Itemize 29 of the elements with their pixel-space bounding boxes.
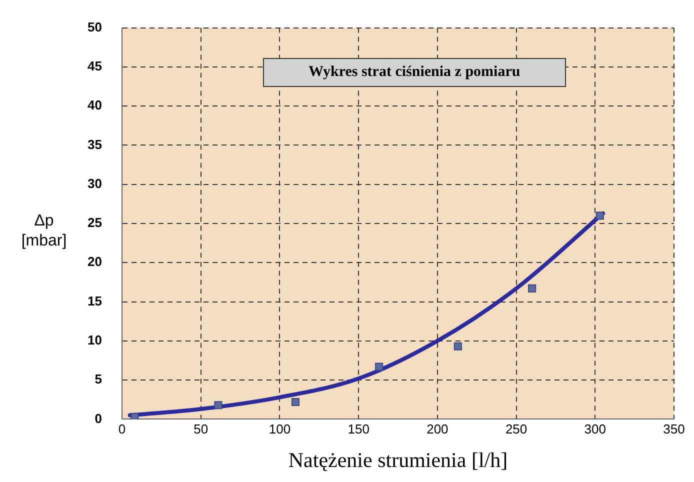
y-tick-label: 45 [88,58,102,74]
x-tick-label: 100 [268,422,291,437]
y-tick-label: 0 [94,410,102,426]
y-tick-label: 25 [88,215,102,230]
y-tick-label: 30 [88,176,102,191]
y-axis-title: Δp [mbar] [21,212,67,250]
y-tick-label: 20 [88,254,102,270]
title-frame: Wykres strat ciśnienia z pomiaru [262,58,566,87]
point [291,398,300,406]
y-tick-label: 50 [88,19,102,34]
point [528,284,536,293]
y-tick-label: 5 [94,372,102,387]
point [130,412,139,420]
y-tick-label: 40 [88,98,102,113]
x-tick-label: 150 [348,422,370,437]
point [596,212,604,220]
x-tick-label: 250 [505,422,528,437]
x-tick-label: 0 [118,422,126,437]
point [214,401,222,410]
x-tick-label: 50 [194,422,208,437]
point [454,342,462,350]
x-tick-label: 300 [584,422,606,437]
x-tick-label: 200 [426,422,448,437]
point [375,362,384,371]
y-tick-label: 15 [88,293,102,308]
y-tick-label: 10 [88,332,102,348]
x-axis-title: Natężenie strumienia [l/h] [288,448,508,472]
x-tick-label: 350 [663,422,685,437]
y-tick-label: 35 [88,136,102,152]
